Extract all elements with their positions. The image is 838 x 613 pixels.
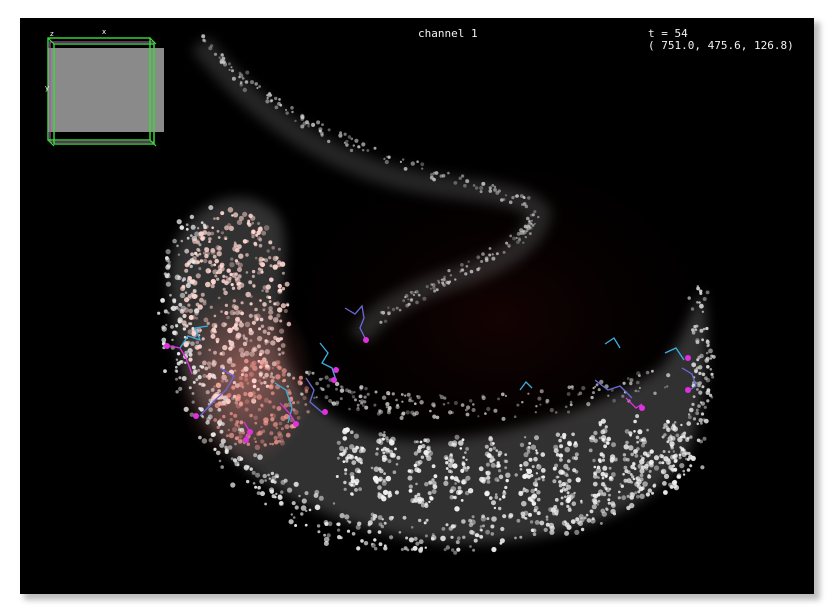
- cell-nuclei: [157, 34, 716, 555]
- axis-z-label: z: [50, 30, 54, 38]
- coordinate-readout: ( 751.0, 475.6, 126.8): [648, 39, 794, 52]
- tissue-highlight: [175, 288, 315, 468]
- axis-y-label: y: [45, 84, 50, 92]
- image-viewer-canvas[interactable]: channel 1 t = 54 ( 751.0, 475.6, 126.8) …: [20, 18, 814, 594]
- navigator-cube[interactable]: z x y: [44, 28, 170, 152]
- channel-label: channel 1: [418, 27, 478, 40]
- upper-arc-glow: [191, 36, 552, 344]
- navigator-view-rect[interactable]: [48, 48, 164, 132]
- cell-tracks: [164, 304, 697, 443]
- timepoint-label: t = 54: [648, 27, 688, 40]
- axis-x-label: x: [102, 28, 107, 36]
- microscopy-image[interactable]: [20, 18, 814, 594]
